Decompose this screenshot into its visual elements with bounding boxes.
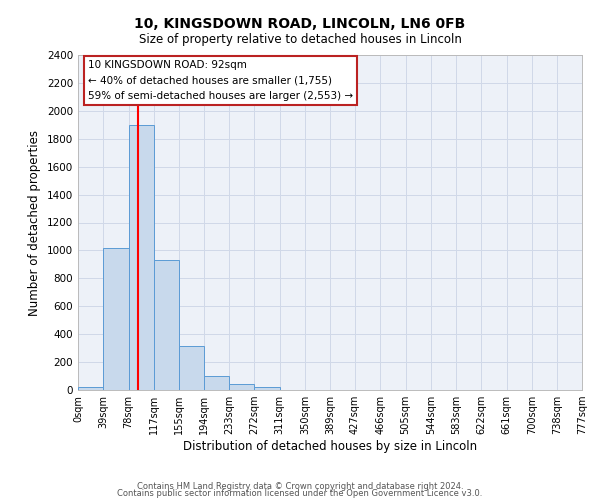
Bar: [103, 248, 128, 390]
Bar: [204, 376, 229, 390]
X-axis label: Distribution of detached houses by size in Lincoln: Distribution of detached houses by size …: [183, 440, 477, 453]
Bar: [254, 387, 280, 390]
Text: 10, KINGSDOWN ROAD, LINCOLN, LN6 0FB: 10, KINGSDOWN ROAD, LINCOLN, LN6 0FB: [134, 18, 466, 32]
Text: 10 KINGSDOWN ROAD: 92sqm
← 40% of detached houses are smaller (1,755)
59% of sem: 10 KINGSDOWN ROAD: 92sqm ← 40% of detach…: [88, 60, 353, 101]
Text: Contains HM Land Registry data © Crown copyright and database right 2024.: Contains HM Land Registry data © Crown c…: [137, 482, 463, 491]
Bar: [229, 384, 254, 390]
Text: Size of property relative to detached houses in Lincoln: Size of property relative to detached ho…: [139, 32, 461, 46]
Y-axis label: Number of detached properties: Number of detached properties: [28, 130, 41, 316]
Bar: [128, 125, 154, 390]
Bar: [154, 260, 179, 390]
Bar: [78, 387, 103, 390]
Bar: [179, 346, 204, 390]
Text: Contains public sector information licensed under the Open Government Licence v3: Contains public sector information licen…: [118, 490, 482, 498]
